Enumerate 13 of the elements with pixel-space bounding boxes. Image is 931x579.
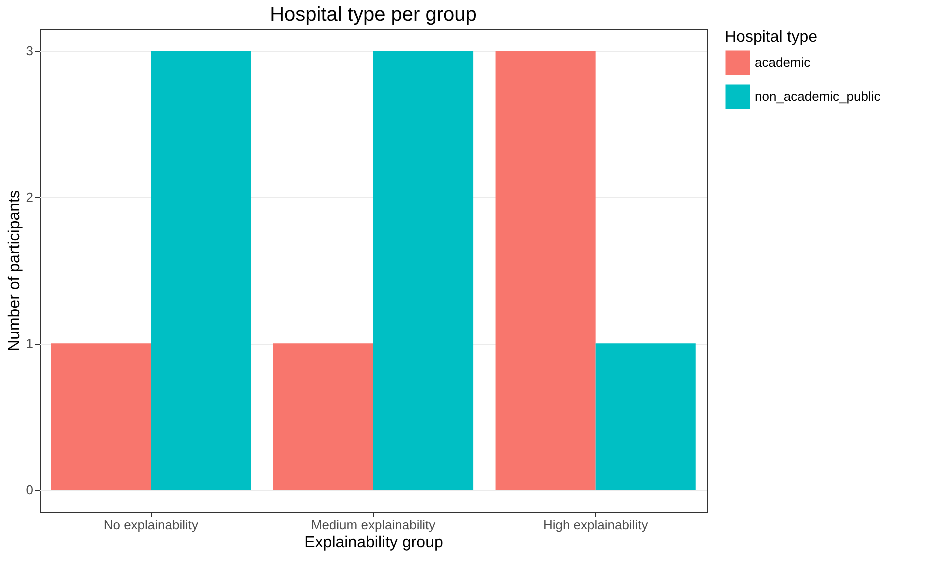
y-tick-label: 1 [26, 336, 34, 352]
y-tick-label: 0 [26, 482, 34, 498]
x-tick-label: High explainability [543, 518, 649, 532]
x-tick-label: No explainability [104, 518, 199, 532]
legend-label: non_academic_public [755, 89, 882, 104]
x-axis-title: Explainability group [304, 534, 444, 552]
legend-title: Hospital type [725, 29, 818, 46]
x-tick-label: Medium explainability [311, 518, 436, 532]
y-axis-title: Number of participants [6, 190, 24, 352]
y-tick-label: 3 [26, 43, 34, 58]
y-tick-label: 2 [26, 190, 34, 205]
chart-title: Hospital type per group [270, 4, 477, 26]
legend-label: academic [755, 55, 812, 70]
